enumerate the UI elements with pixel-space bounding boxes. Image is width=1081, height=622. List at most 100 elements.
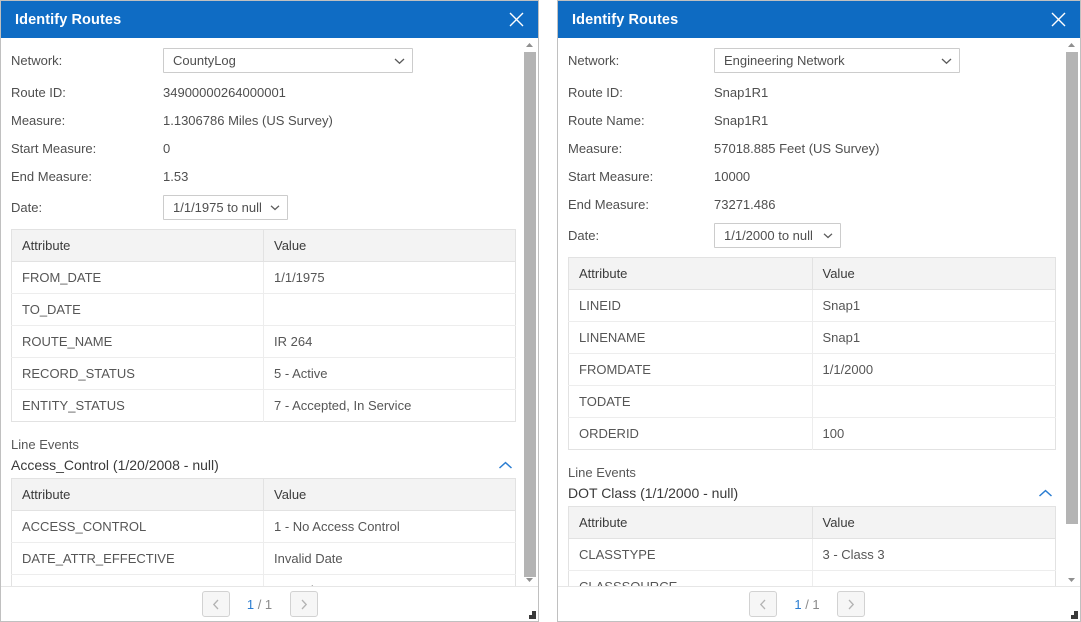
chevron-right-icon[interactable] [837,591,865,617]
scrollbar-track[interactable] [1064,52,1079,573]
network-select[interactable]: CountyLog [163,48,413,73]
chevron-right-icon[interactable] [289,591,318,617]
field-label: Measure: [11,113,66,128]
cell-value: 100 [822,426,845,441]
dialog-titlebar: Identify Routes [1,1,538,38]
network-select[interactable]: Engineering Network [714,48,960,73]
resize-grip[interactable] [524,607,536,619]
chevron-up-icon[interactable] [494,456,516,474]
chevron-down-icon [270,204,280,211]
table-row: RECORD_STATUS 5 - Active [11,574,516,587]
scroll-up-arrow-icon[interactable] [1064,38,1079,52]
cell-attribute: LINENAME [568,321,813,354]
date-row: Date: 1/1/2000 to null [568,223,1056,248]
scroll-up-arrow-icon[interactable] [522,38,537,52]
cell-attribute: TODATE [568,385,813,418]
field-row: Measure: 1.1306786 Miles (US Survey) [11,109,516,133]
field-value: 34900000264000001 [163,85,286,100]
line-event-header[interactable]: Access_Control (1/20/2008 - null) [11,456,516,474]
route-attributes-table: Attribute Value LINEID Snap1 LINENAME [568,257,1056,450]
network-select-value: CountyLog [173,53,236,68]
column-header-attribute: Attribute [568,506,813,539]
table-header-row: Attribute Value [11,229,516,262]
chevron-down-icon [823,232,833,239]
field-label: End Measure: [11,169,92,184]
field-value: 10000 [714,169,751,184]
network-label: Network: [11,52,63,68]
cell-attribute: ACCESS_CONTROL [11,510,264,543]
cell-attribute: RECORD_STATUS [11,574,264,587]
vertical-scrollbar[interactable] [522,38,537,587]
identify-routes-dialog-right: Identify Routes Network: Engineering Net… [557,0,1081,622]
identify-routes-dialog-left: Identify Routes Network: CountyLog [0,0,539,622]
line-event-attributes-table: Attribute Value ACCESS_CONTROL 1 - No Ac… [11,478,516,587]
cell-value: 1 - No Access Control [263,510,516,543]
chevron-up-icon[interactable] [1034,484,1056,502]
table-row: ROUTE_NAME IR 264 [11,325,516,358]
field-label: Start Measure: [11,141,97,156]
table-row: LINENAME Snap1 [568,321,1056,354]
line-event-title: DOT Class (1/1/2000 - null) [568,485,739,501]
pagination-separator: / [801,596,813,612]
table-row: RECORD_STATUS 5 - Active [11,357,516,390]
network-label: Network: [568,52,620,68]
cell-attribute: ROUTE_NAME [11,325,264,358]
table-row: TO_DATE [11,293,516,326]
line-events-label: Line Events [11,437,79,452]
cell-value [812,571,1056,588]
field-row: Measure: 57018.885 Feet (US Survey) [568,137,1056,161]
cell-value: Snap1 [812,289,1056,322]
route-attributes-table: Attribute Value FROM_DATE 1/1/1975 TO_DA… [11,229,516,422]
field-row: Route ID: Snap1R1 [568,81,1056,105]
cell-value: 5 - Active [263,357,516,390]
field-value: Snap1R1 [714,85,769,100]
scrollbar-track[interactable] [522,52,537,577]
scrollbar-thumb[interactable] [524,52,536,577]
scroll-pane: Network: CountyLog Route ID: 34900000264… [1,38,538,587]
chevron-left-icon[interactable] [201,591,230,617]
pagination-bar: 1 / 1 [1,586,538,621]
date-select[interactable]: 1/1/1975 to null [163,195,288,220]
scroll-down-arrow-icon[interactable] [522,573,537,587]
field-value: 1.53 [163,169,189,184]
vertical-scrollbar[interactable] [1064,38,1079,587]
scroll-down-arrow-icon[interactable] [1064,573,1079,587]
cell-attribute: LINEID [568,289,813,322]
column-header-attribute: Attribute [568,257,813,290]
pagination-bar: 1 / 1 [558,586,1080,621]
line-event-header[interactable]: DOT Class (1/1/2000 - null) [568,484,1056,502]
cell-value: 1/1/1975 [263,261,516,294]
table-header-row: Attribute Value [11,478,516,511]
table-row: TODATE [568,385,1056,418]
cell-attribute: RECORD_STATUS [11,357,264,390]
table-row: ENTITY_STATUS 7 - Accepted, In Service [11,389,516,422]
chevron-down-icon [394,57,405,65]
column-header-value: Value [263,229,516,262]
cell-attribute: ENTITY_STATUS [11,389,264,422]
cell-value: Invalid Date [263,542,516,575]
resize-grip[interactable] [1066,607,1078,619]
line-events-label: Line Events [568,465,636,480]
column-header-attribute: Attribute [11,478,264,511]
date-row: Date: 1/1/1975 to null [11,195,516,220]
date-select[interactable]: 1/1/2000 to null [714,223,841,248]
date-label: Date: [568,227,600,243]
cell-attribute: FROM_DATE [11,261,264,294]
date-select-value: 1/1/1975 to null [173,200,262,215]
field-row: Start Measure: 0 [11,137,516,161]
cell-value: 1/1/2000 [812,353,1056,386]
close-icon[interactable] [494,1,538,38]
field-value: Snap1R1 [714,113,769,128]
close-icon[interactable] [1036,1,1080,38]
field-label: End Measure: [568,197,649,212]
table-header-row: Attribute Value [568,257,1056,290]
field-label: Start Measure: [568,169,654,184]
scrollbar-thumb[interactable] [1066,52,1078,524]
field-value: 1.1306786 Miles (US Survey) [163,113,333,128]
chevron-left-icon[interactable] [749,591,777,617]
dialog-title: Identify Routes [572,11,679,28]
cell-value [812,385,1056,418]
field-value: 73271.486 [714,197,776,212]
table-row: ORDERID 100 [568,417,1056,450]
table-row: ACCESS_CONTROL 1 - No Access Control [11,510,516,543]
